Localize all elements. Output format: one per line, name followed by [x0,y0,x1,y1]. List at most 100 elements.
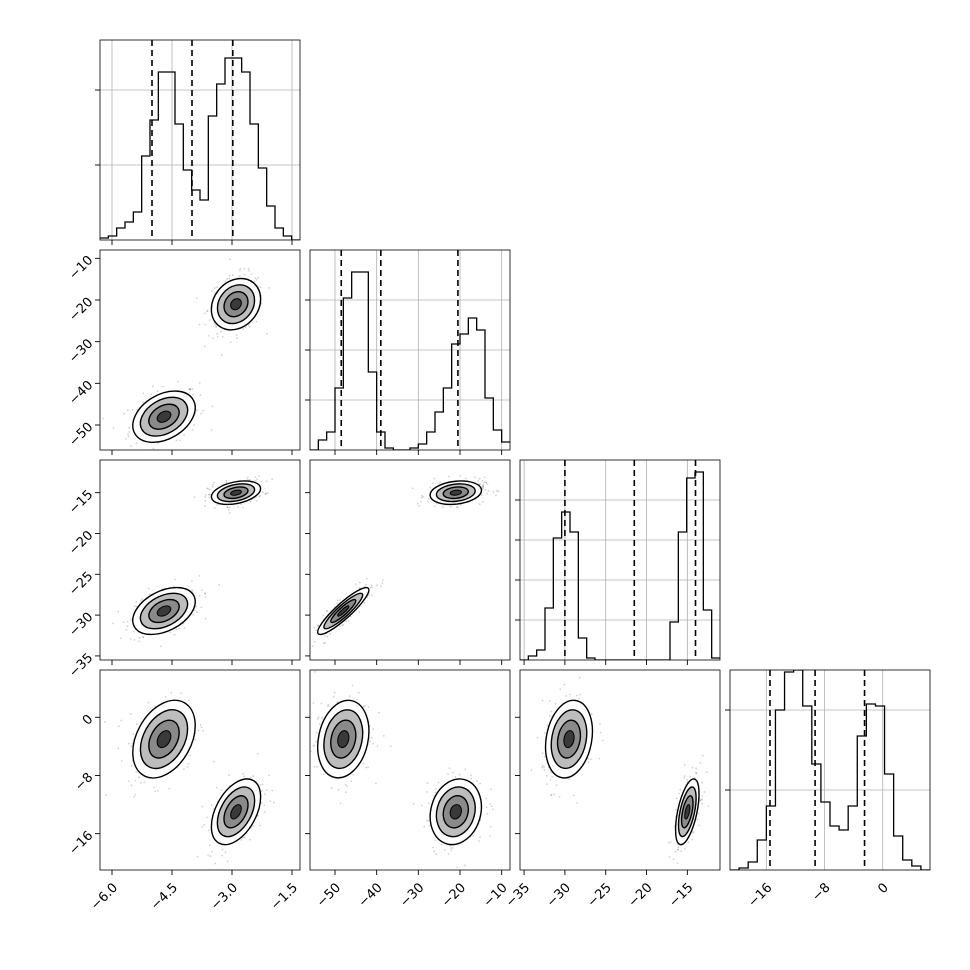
scatter-point [587,761,590,763]
x-tick-label: −4.5 [148,880,181,913]
scatter-point [204,312,206,315]
scatter-point [315,740,318,743]
scatter-point [150,393,152,396]
scatter-point [435,502,438,505]
scatter-point [168,787,171,790]
scatter-point [489,825,492,828]
scatter-point [345,785,348,787]
scatter-point [555,784,558,787]
scatter-point [221,848,224,851]
scatter-point [183,768,185,770]
scatter-point [256,478,258,480]
scatter-point [243,836,246,839]
scatter-point [447,853,450,855]
scatter-point [489,835,492,837]
scatter-point [246,476,249,479]
y-tick-label: −15 [66,487,96,517]
panel-3-0: 0 −8 −16 −6.0 −4.5 −3.0 −1.5 [66,669,301,913]
scatter-point [216,332,218,335]
scatter-point [173,585,175,588]
x-tick-label: −40 [356,880,386,910]
panel-0-0 [95,39,301,245]
scatter-point [242,506,244,509]
scatter-point [259,494,261,497]
scatter-point [315,731,318,734]
scatter-point [191,580,193,582]
scatter-point [358,611,361,614]
scatter-point [142,636,145,639]
scatter-point [207,854,210,857]
scatter-point [452,771,455,774]
density-peak [156,605,172,617]
scatter-point [142,401,144,404]
scatter-point [422,495,425,498]
scatter-point [232,274,234,276]
density-contours [210,277,262,331]
scatter-point [372,742,374,745]
scatter-point [142,636,144,638]
scatter-point [313,640,316,643]
scatter-point [695,771,697,774]
panel-2-0: −15 −20 −25 −30 −35 [66,459,301,681]
scatter-point [125,628,128,631]
scatter-point [159,645,162,648]
scatter-point [371,594,373,597]
scatter-point [268,774,270,777]
scatter-point [559,688,562,690]
scatter-point [200,412,202,415]
scatter-point [543,766,546,768]
scatter-point [458,773,461,776]
density-peak [449,804,462,820]
scatter-point [482,486,484,489]
scatter-point [204,593,207,595]
scatter-point [264,492,267,495]
panel-3-2: −35 −30 −25 −20 −15 [503,669,721,910]
scatter-point [175,439,178,442]
scatter-point [226,860,229,863]
panel-2-1 [305,459,511,665]
scatter-point [579,693,581,696]
scatter-point [330,787,333,790]
scatter-point [362,762,365,765]
scatter-point [240,839,243,841]
x-tick-label: −30 [544,880,574,910]
panel-frame [729,669,931,871]
x-tick-label: −30 [397,880,427,910]
scatter-point [675,808,677,811]
scatter-point [147,701,150,704]
scatter-point [135,770,138,773]
x-tick-label: −1.5 [268,880,301,913]
scatter-point [195,297,198,299]
scatter-point [336,701,339,704]
scatter-point [358,581,361,584]
density-contours [132,586,196,636]
scatter-point [548,700,551,702]
scatter-point [695,772,698,775]
scatter-point [239,267,242,270]
scatter-point [196,855,199,858]
scatter-point [437,781,440,784]
scatter-point [372,728,375,731]
scatter-point [154,790,156,793]
scatter-point [456,866,459,869]
scatter-point [546,783,548,786]
scatter-point [379,585,382,588]
x-tick-label: −3.0 [208,880,241,913]
scatter-point [188,388,191,391]
scatter-point [133,795,136,798]
scatter-point [465,477,467,480]
scatter-point [321,716,323,719]
scatter-point [549,771,552,774]
scatter-point [485,797,488,800]
scatter-point [189,754,192,757]
scatter-point [201,805,204,808]
scatter-point [485,481,487,484]
scatter-point [252,775,255,777]
scatter-point [587,757,590,760]
scatter-point [257,752,259,755]
scatter-point [130,784,133,787]
scatter-point [237,506,239,508]
scatter-point [265,480,268,483]
scatter-point [367,706,370,708]
scatter-point [126,625,129,628]
